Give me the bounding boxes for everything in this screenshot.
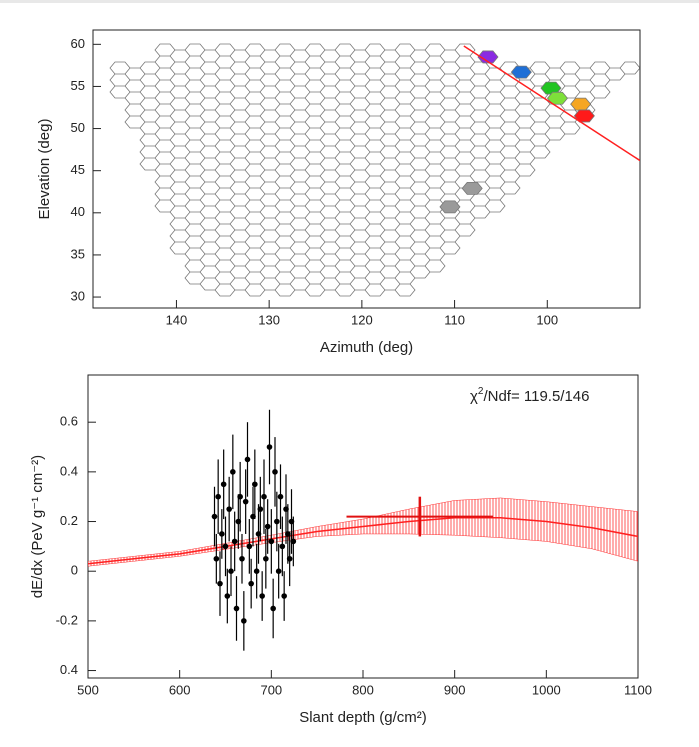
data-point [220,481,227,488]
data-point [248,580,254,587]
data-point [213,555,220,562]
data-point [237,493,243,500]
hit-pixel [510,65,532,79]
data-point [217,580,223,587]
data-point [270,605,276,612]
data-point [224,593,231,599]
y-tick-label: 55 [71,78,85,93]
plot-area [439,45,640,214]
y-tick-label: 0.4 [60,662,78,677]
annotation-part: χ [470,388,478,405]
data-point [264,523,271,530]
x-tick-label: 500 [77,682,99,697]
hit-pixel [439,200,461,214]
top-edge [0,0,699,3]
y-tick-label: 45 [71,162,85,177]
data-point [275,568,282,575]
data-point [228,568,234,575]
data-point [242,498,249,505]
fit-annotation: χ2/Ndf= 119.5/146 [470,386,590,405]
hit-pixel [461,181,483,195]
fit-band [88,497,638,567]
data-point [261,493,267,500]
y-tick-label: 0 [71,563,78,578]
x-tick-label: 900 [444,682,466,697]
y-tick-label: 0.2 [60,513,78,528]
y-tick-label: -0.2 [56,612,78,627]
camera-grid [109,43,641,297]
hit-pixel [540,81,562,95]
x-tick-label: 140 [166,312,188,327]
data-point [239,555,245,562]
y-tick-label: 60 [71,36,85,51]
x-axis-label: Azimuth (deg) [320,339,413,356]
x-tick-label: 110 [444,312,465,327]
data-point [268,538,275,545]
data-point [263,555,269,562]
y-axis-label: Elevation (deg) [36,119,53,220]
x-tick-label: 1000 [532,682,561,697]
y-tick-label: 35 [71,246,85,261]
x-tick-label: 120 [351,312,373,327]
data-point [244,456,251,463]
data-point [281,593,287,599]
data-point [233,605,240,612]
fit-line [463,45,640,162]
x-tick-label: 130 [258,312,280,327]
x-tick-label: 700 [260,682,282,697]
data-point [253,568,260,575]
data-point [231,538,238,545]
data-point [226,506,232,512]
data-point [241,618,247,624]
data-point [290,538,297,545]
data-point [279,543,286,550]
data-point [230,469,236,475]
hit-pixel [477,50,499,64]
plot-frame [92,29,641,309]
hit-pixel [570,97,592,111]
data-point [272,469,278,475]
y-tick-label: 30 [71,288,85,303]
data-point [252,481,258,488]
annotation-part: /Ndf= 119.5/146 [483,388,589,405]
x-tick-label: 800 [352,682,374,697]
data-point [277,493,284,500]
annotation-part: 2 [478,386,484,397]
data-point [266,444,273,450]
data-point [222,543,229,550]
data-point [257,506,264,512]
x-tick-label: 1100 [624,682,652,697]
data-point [259,593,265,599]
y-tick-label: 0.4 [60,463,78,478]
y-tick-label: 50 [71,120,85,135]
data-point [286,555,293,562]
x-axis-label: Slant depth (g/cm²) [299,709,427,726]
y-tick-label: 40 [71,204,85,219]
plot-area [88,409,638,651]
fit-line [88,517,638,565]
data-point [219,531,225,537]
data-point [211,513,218,520]
x-tick-label: 600 [169,682,191,697]
x-tick-label: 100 [536,312,558,327]
data-point [246,543,253,550]
data-point [215,493,221,500]
data-point [274,518,280,525]
y-tick-label: 0.6 [60,414,78,429]
y-axis-label: dE/dx (PeV g⁻¹ cm⁻²) [29,455,46,598]
